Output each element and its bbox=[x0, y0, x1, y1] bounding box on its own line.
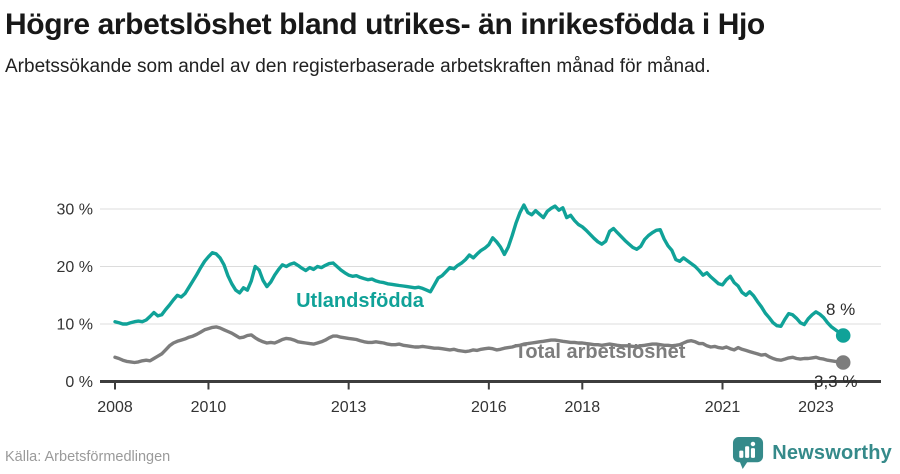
end-value-label-total: 3,3 % bbox=[814, 372, 857, 391]
svg-text:2018: 2018 bbox=[565, 399, 601, 416]
newsworthy-logo: Newsworthy bbox=[732, 436, 892, 470]
newsworthy-logo-icon bbox=[733, 436, 764, 470]
svg-text:2021: 2021 bbox=[705, 399, 741, 416]
series-lines bbox=[113, 203, 851, 370]
svg-text:2008: 2008 bbox=[97, 399, 133, 416]
svg-text:2010: 2010 bbox=[191, 399, 227, 416]
svg-text:30 %: 30 % bbox=[57, 202, 93, 219]
axis-tick-labels: 0 % 10 % 20 % 30 % 2008 2010 2013 2016 2018 2021 2… bbox=[57, 202, 834, 417]
svg-text:2013: 2013 bbox=[331, 399, 367, 416]
end-value-label-utlandsfodda: 8 % bbox=[826, 300, 855, 319]
svg-text:2023: 2023 bbox=[798, 399, 834, 416]
gridlines bbox=[100, 208, 881, 325]
svg-text:20 %: 20 % bbox=[57, 259, 93, 276]
source-note: Källa: Arbetsförmedlingen bbox=[5, 449, 171, 465]
svg-text:0 %: 0 % bbox=[65, 374, 93, 391]
svg-text:2016: 2016 bbox=[471, 399, 507, 416]
newsworthy-logo-text: Newsworthy bbox=[772, 441, 892, 464]
chart-subtitle: Arbetssökande som andel av den registerb… bbox=[5, 56, 711, 77]
svg-text:10 %: 10 % bbox=[57, 317, 93, 334]
line-chart: 0 % 10 % 20 % 30 % 2008 2010 2013 2016 2018 2021 2… bbox=[57, 202, 881, 417]
x-axis bbox=[100, 380, 881, 390]
page-title: Högre arbetslöshet bland utrikes- än inr… bbox=[5, 8, 765, 41]
series-label-utlandsfodda: Utlandsfödda bbox=[296, 290, 425, 312]
series-label-total-arbetsloshet: Total arbetslöshet bbox=[515, 341, 686, 363]
